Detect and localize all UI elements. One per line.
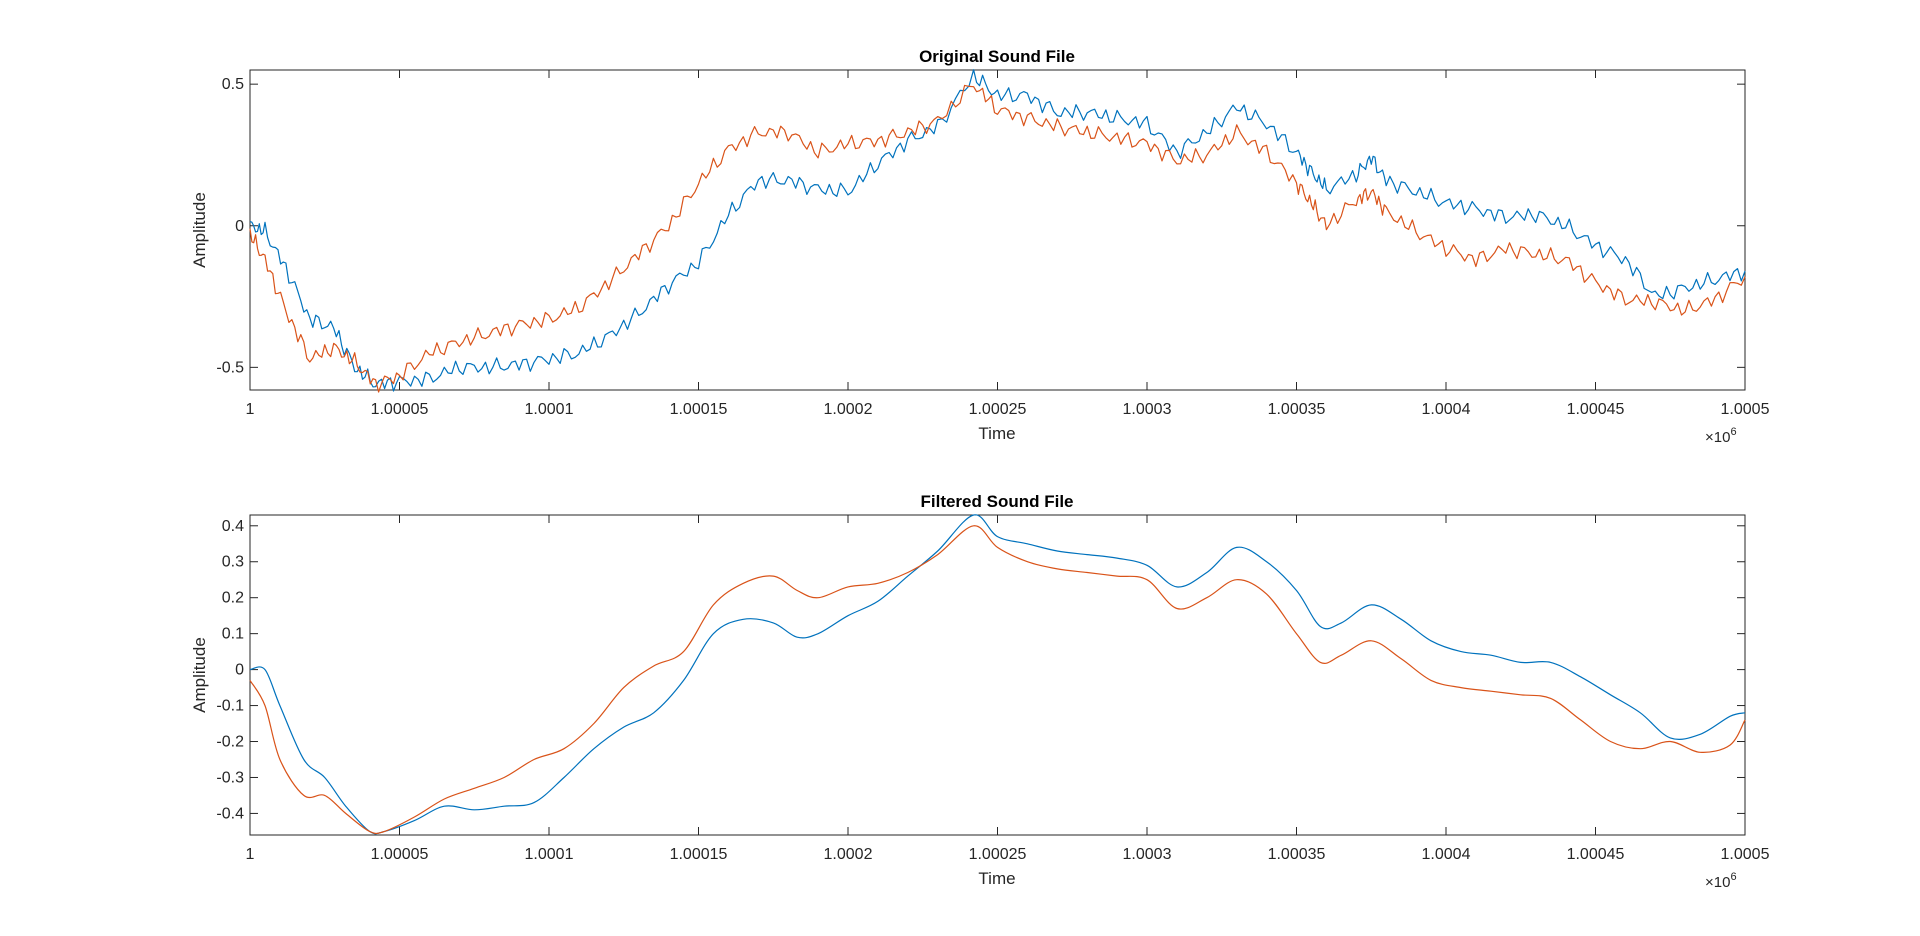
series-line-2: [249, 84, 1746, 393]
x-tick-label: 1.00005: [371, 846, 429, 863]
y-tick-label: 0.3: [222, 554, 244, 571]
x-exponent-original: ×106: [1705, 426, 1737, 446]
x-axis-label-original: Time: [978, 424, 1015, 443]
x-tick-label: 1.00035: [1268, 846, 1326, 863]
series-line-1: [249, 514, 1746, 835]
y-tick-label: -0.3: [216, 769, 244, 786]
y-tick-label: 0: [235, 662, 244, 679]
x-tick-label: 1.0002: [824, 401, 873, 418]
x-ticks-filtered: 1 1.00005 1.0001 1.00015 1.0002 1.00025 1.0003…: [246, 515, 1770, 863]
x-exponent-base-original: ×10: [1705, 429, 1730, 446]
x-tick-label: 1.00025: [969, 846, 1027, 863]
x-axis-label-filtered: Time: [978, 869, 1015, 888]
x-exponent-power-filtered: 6: [1730, 871, 1736, 883]
y-tick-label: 0: [235, 218, 244, 235]
y-tick-label: 0.2: [222, 590, 244, 607]
y-tick-label: 0.4: [222, 518, 244, 535]
series-line-2: [249, 525, 1746, 835]
x-tick-label: 1.0004: [1422, 401, 1471, 418]
x-tick-label: 1.0001: [525, 401, 574, 418]
lines-filtered: [249, 514, 1746, 835]
x-tick-label: 1.00015: [670, 401, 728, 418]
axes-box-filtered: [249, 514, 1746, 836]
chart-title-original: Original Sound File: [919, 47, 1075, 66]
y-tick-label: 0.1: [222, 626, 244, 643]
x-tick-label: 1.0003: [1123, 401, 1172, 418]
x-tick-label: 1.0001: [525, 846, 574, 863]
y-ticks-original: -0.5 0 0.5: [216, 76, 1745, 376]
x-tick-label: 1.0004: [1422, 846, 1471, 863]
y-axis-label-filtered: Amplitude: [190, 637, 209, 713]
y-ticks-filtered: -0.4 -0.3 -0.2 -0.1 0 0.1 0.2 0.3 0.4: [216, 518, 1745, 822]
y-tick-label: -0.5: [216, 359, 244, 376]
x-tick-label: 1.0005: [1721, 846, 1770, 863]
subplot-original: 1 1.00005 1.0001 1.00015 1.0002 1.00025 1.0003…: [190, 47, 1770, 446]
x-tick-label: 1.0002: [824, 846, 873, 863]
x-exponent-power-original: 6: [1730, 426, 1736, 438]
y-tick-label: -0.2: [216, 734, 244, 751]
x-tick-label: 1.0005: [1721, 401, 1770, 418]
y-tick-label: -0.1: [216, 698, 244, 715]
subplot-filtered: 1 1.00005 1.0001 1.00015 1.0002 1.00025 1.0003…: [190, 492, 1770, 891]
x-ticks-original: 1 1.00005 1.0001 1.00015 1.0002 1.00025 1.0003…: [246, 70, 1770, 418]
axes-box-original: [249, 69, 1746, 391]
x-tick-label: 1.00025: [969, 401, 1027, 418]
lines-original: [249, 69, 1746, 393]
series-line-1: [249, 69, 1746, 392]
x-tick-label: 1.00005: [371, 401, 429, 418]
x-exponent-filtered: ×106: [1705, 871, 1737, 891]
x-exponent-base-filtered: ×10: [1705, 874, 1730, 891]
x-tick-label: 1.00045: [1567, 401, 1625, 418]
y-tick-label: 0.5: [222, 76, 244, 93]
y-tick-label: -0.4: [216, 805, 244, 822]
x-tick-label: 1: [246, 846, 255, 863]
y-axis-label-original: Amplitude: [190, 192, 209, 268]
x-tick-label: 1.0003: [1123, 846, 1172, 863]
x-tick-label: 1: [246, 401, 255, 418]
chart-title-filtered: Filtered Sound File: [920, 492, 1073, 511]
x-tick-label: 1.00015: [670, 846, 728, 863]
x-tick-label: 1.00045: [1567, 846, 1625, 863]
x-tick-label: 1.00035: [1268, 401, 1326, 418]
